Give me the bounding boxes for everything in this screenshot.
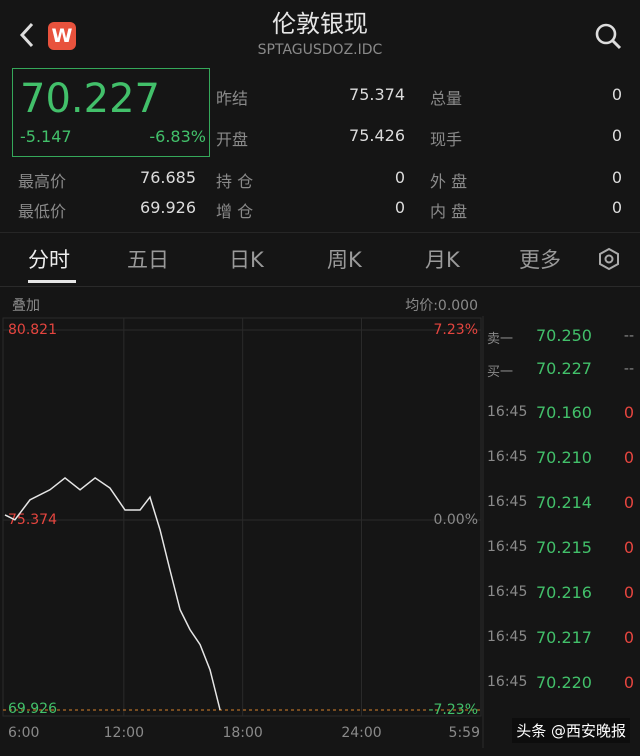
avg-price: 均价:0.000 — [405, 298, 478, 314]
quote-box — [12, 68, 210, 157]
y2-tick-label: -7.23% — [428, 702, 478, 718]
trade-volume: 0 — [623, 493, 634, 512]
tab[interactable]: 五日 — [127, 248, 169, 272]
trade-time: 16:45 — [487, 494, 528, 510]
divider — [0, 286, 640, 287]
watermark: 头条 @西安晚报 — [512, 718, 630, 743]
quote-label: 卖一 — [487, 332, 514, 347]
quote-price: 70.227 — [536, 359, 592, 378]
tab[interactable]: 月K — [425, 248, 460, 272]
stat-label: 内 盘 — [430, 202, 468, 221]
trade-time: 16:45 — [487, 404, 528, 420]
stat-label: 现手 — [430, 130, 463, 149]
trade-price: 70.217 — [536, 628, 592, 647]
stat-value: 0 — [611, 198, 622, 217]
trade-volume: 0 — [623, 538, 634, 557]
stat-label: 昨结 — [216, 89, 249, 108]
tab[interactable]: 分时 — [28, 248, 70, 272]
tab[interactable]: 更多 — [519, 248, 561, 272]
search-button[interactable] — [594, 22, 624, 52]
quote-volume: -- — [623, 361, 634, 377]
trade-time: 16:45 — [487, 584, 528, 600]
stat-value: 76.685 — [140, 168, 196, 187]
plot-frame — [2, 317, 482, 717]
x-tick-label: 5:59 — [449, 725, 480, 741]
title: 伦敦银现 — [272, 10, 368, 38]
trade-price: 70.215 — [536, 538, 592, 557]
stat-value: 75.374 — [349, 85, 405, 104]
price-line — [4, 476, 221, 711]
trade-time: 16:45 — [487, 629, 528, 645]
tab[interactable]: 周K — [327, 248, 362, 272]
x-tick-label: 12:00 — [104, 725, 144, 741]
trade-volume: 0 — [623, 448, 634, 467]
x-tick-label: 18:00 — [222, 725, 262, 741]
tab[interactable]: 日K — [229, 248, 264, 272]
quote-volume: -- — [623, 328, 634, 344]
divider — [0, 232, 640, 233]
stat-label: 最高价 — [18, 172, 67, 191]
stat-value: 0 — [394, 168, 405, 187]
trade-volume: 0 — [623, 673, 634, 692]
trade-price: 70.214 — [536, 493, 592, 512]
trade-time: 16:45 — [487, 674, 528, 690]
stat-label: 外 盘 — [430, 172, 468, 191]
y-tick-label: 75.374 — [8, 512, 57, 528]
settings-button[interactable] — [596, 246, 622, 272]
quote-price: 70.250 — [536, 326, 592, 345]
x-tick-label: 6:00 — [8, 725, 39, 741]
y2-tick-label: 7.23% — [434, 322, 478, 338]
stat-value: 69.926 — [140, 198, 196, 217]
tab-underline — [28, 280, 76, 283]
trade-time: 16:45 — [487, 449, 528, 465]
trade-volume: 0 — [623, 403, 634, 422]
back-button[interactable] — [16, 20, 40, 50]
trade-volume: 0 — [623, 583, 634, 602]
change: -5.147 — [20, 127, 72, 146]
trade-time: 16:45 — [487, 539, 528, 555]
stat-value: 0 — [394, 198, 405, 217]
stat-label: 开盘 — [216, 130, 249, 149]
y2-tick-label: 0.00% — [434, 512, 478, 528]
trade-volume: 0 — [623, 628, 634, 647]
overlay-button[interactable]: 叠加 — [12, 298, 40, 314]
x-tick-label: 24:00 — [341, 725, 381, 741]
price: 70.227 — [20, 76, 160, 122]
stat-label: 最低价 — [18, 202, 67, 221]
stat-label: 总量 — [430, 89, 463, 108]
trade-price: 70.160 — [536, 403, 592, 422]
badge: W — [48, 22, 76, 50]
trade-price: 70.220 — [536, 673, 592, 692]
stat-label: 增 仓 — [216, 202, 254, 221]
stat-value: 75.426 — [349, 126, 405, 145]
change-pct: -6.83% — [149, 127, 206, 146]
stat-value: 0 — [611, 85, 622, 104]
trade-price: 70.216 — [536, 583, 592, 602]
y-tick-label: 69.926 — [8, 701, 57, 717]
stat-value: 0 — [611, 126, 622, 145]
code: SPTAGUSDOZ.IDC — [257, 42, 383, 58]
trade-price: 70.210 — [536, 448, 592, 467]
quote-label: 买一 — [487, 365, 514, 380]
stat-value: 0 — [611, 168, 622, 187]
stat-label: 持 仓 — [216, 172, 254, 191]
y-tick-label: 80.821 — [8, 322, 57, 338]
